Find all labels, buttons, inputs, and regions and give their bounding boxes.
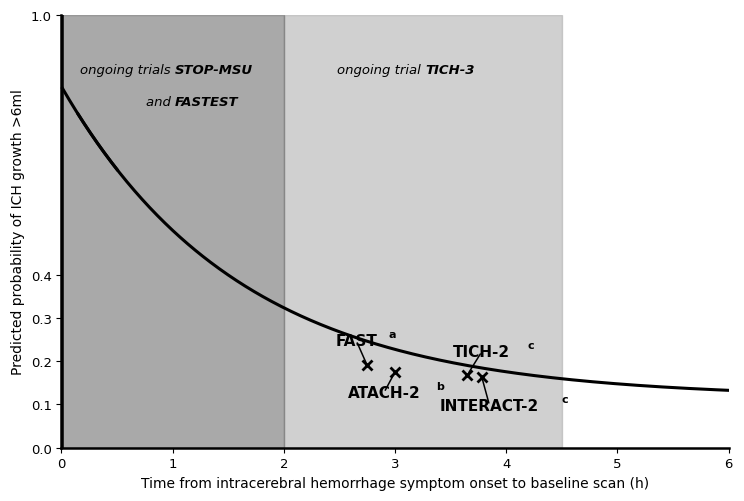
- Text: STOP-MSU: STOP-MSU: [175, 64, 253, 77]
- Text: c: c: [527, 340, 534, 350]
- Text: TICH-3: TICH-3: [425, 64, 475, 77]
- Text: b: b: [436, 381, 444, 391]
- Text: FASTEST: FASTEST: [175, 96, 238, 109]
- Text: FAST: FAST: [336, 333, 377, 348]
- Bar: [62, 16, 283, 448]
- X-axis label: Time from intracerebral hemorrhage symptom onset to baseline scan (h): Time from intracerebral hemorrhage sympt…: [141, 476, 649, 490]
- Text: TICH-2: TICH-2: [453, 344, 510, 359]
- Y-axis label: Predicted probability of ICH growth >6ml: Predicted probability of ICH growth >6ml: [11, 89, 25, 375]
- Text: ATACH-2: ATACH-2: [347, 385, 420, 400]
- Bar: [283, 16, 562, 448]
- Text: and: and: [146, 96, 175, 109]
- Text: ongoing trial: ongoing trial: [337, 64, 425, 77]
- Text: a: a: [388, 329, 396, 339]
- Text: c: c: [562, 394, 568, 404]
- Text: ongoing trials: ongoing trials: [80, 64, 175, 77]
- Text: INTERACT-2: INTERACT-2: [440, 398, 539, 413]
